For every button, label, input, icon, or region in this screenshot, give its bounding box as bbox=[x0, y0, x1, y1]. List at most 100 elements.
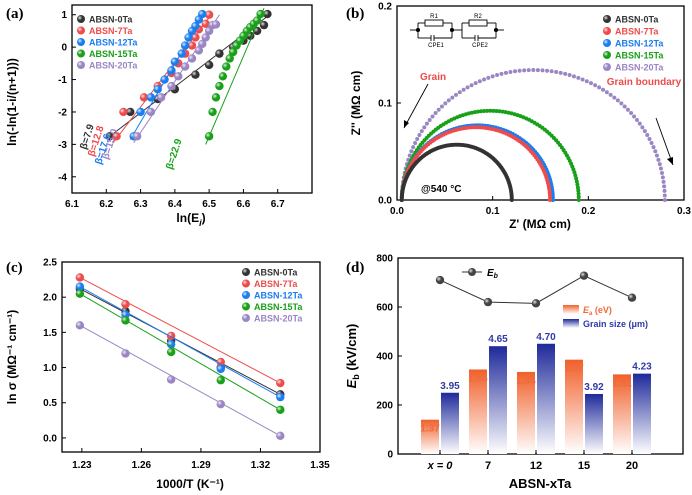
impedance-point-absn-20ta bbox=[634, 117, 639, 122]
x-tick-label-c: 1.35 bbox=[310, 460, 330, 471]
impedance-point-absn-15ta bbox=[576, 194, 581, 199]
y-axis-label-d-unit: (kV/cm) bbox=[344, 324, 359, 375]
x-tick-label-c: 1.23 bbox=[72, 460, 92, 471]
y-tick-label-a: -3 bbox=[58, 140, 67, 151]
annotation-grain: Grain bbox=[420, 72, 446, 83]
panel-d-label: (d) bbox=[346, 260, 364, 276]
grain-size-value-label: 3.92 bbox=[584, 382, 604, 393]
impedance-point-absn-12ta bbox=[550, 198, 555, 202]
ea-bar bbox=[565, 359, 583, 454]
impedance-point-absn-20ta bbox=[433, 111, 438, 116]
data-point-absn-7ta-shine bbox=[191, 33, 200, 42]
data-point-absn-7ta-shine bbox=[216, 357, 225, 367]
legend-marker-absn-7ta-shine bbox=[242, 279, 250, 288]
y-tick-label-c: 0.5 bbox=[43, 398, 57, 409]
grain-size-bar bbox=[585, 393, 603, 454]
circuit-label-r1: R1 bbox=[430, 14, 438, 20]
eb-point-shine bbox=[435, 275, 445, 285]
ea-value-label: 1.81 bbox=[612, 378, 632, 389]
impedance-point-absn-20ta bbox=[640, 125, 645, 130]
plot-frame-a bbox=[71, 4, 313, 194]
x-axis-label-a: ln(Ei) bbox=[176, 211, 205, 228]
impedance-point-absn-20ta bbox=[540, 68, 545, 73]
impedance-point-absn-20ta bbox=[593, 83, 598, 88]
y-axis-label-a: ln(-ln(1-i/(n+1))) bbox=[5, 58, 19, 146]
circuit-label-r2: R2 bbox=[474, 14, 482, 20]
data-point-absn-15ta-shine bbox=[228, 47, 238, 57]
data-point-absn-0ta-shine bbox=[263, 9, 272, 19]
grain-size-bar bbox=[537, 343, 555, 454]
data-point-absn-0ta-shine bbox=[204, 60, 214, 70]
data-point-absn-7ta-shine bbox=[276, 378, 285, 388]
impedance-point-absn-15ta bbox=[573, 173, 578, 178]
y-tick-label-d: 0 bbox=[387, 450, 393, 461]
impedance-point-absn-20ta bbox=[503, 70, 508, 75]
data-point-absn-7ta-shine bbox=[201, 19, 210, 28]
grain-size-value-label: 3.95 bbox=[440, 381, 460, 392]
x-tick-label-a: 6.4 bbox=[168, 199, 182, 210]
x-tick-label-c: 1.26 bbox=[132, 460, 152, 471]
legend-grain-swatch bbox=[563, 319, 579, 328]
data-point-absn-0ta-shine bbox=[215, 49, 224, 58]
data-point-absn-12ta-shine bbox=[75, 282, 85, 291]
legend-label-absn-15ta: ABSN-15Ta bbox=[89, 49, 138, 59]
data-point-absn-20ta-shine bbox=[132, 132, 142, 141]
impedance-point-absn-20ta bbox=[409, 149, 414, 154]
y-tick-label-a: -1 bbox=[58, 75, 67, 86]
plot-area-a: 6.1 6.2 6.3 6.4 6.5 6.6 6.7-4-3-2-101β=7.9β=12… bbox=[58, 8, 285, 210]
impedance-point-absn-20ta bbox=[662, 184, 667, 189]
data-point-absn-12ta-shine bbox=[146, 93, 156, 102]
data-point-absn-12ta-shine bbox=[153, 85, 162, 94]
grain-size-value-label: 4.23 bbox=[632, 362, 652, 373]
grain-size-bar bbox=[441, 392, 459, 454]
impedance-point-absn-20ta bbox=[427, 117, 432, 122]
grain-size-value-label: 4.70 bbox=[536, 332, 556, 343]
impedance-point-absn-20ta bbox=[629, 111, 634, 116]
y-axis-label-d-sub: b bbox=[351, 374, 361, 380]
x-tick-label-b: 0.0 bbox=[390, 206, 404, 217]
impedance-point-absn-20ta bbox=[662, 188, 667, 193]
impedance-point-absn-20ta bbox=[625, 107, 630, 112]
data-point-absn-15ta-shine bbox=[75, 289, 85, 298]
impedance-point-absn-20ta bbox=[413, 141, 418, 146]
impedance-point-absn-20ta bbox=[615, 98, 620, 103]
impedance-point-absn-20ta bbox=[549, 69, 554, 74]
legend-label-absn-0ta: ABSN-0Ta bbox=[615, 15, 659, 25]
legend-label-absn-20ta: ABSN-20Ta bbox=[615, 63, 664, 73]
impedance-point-absn-20ta bbox=[584, 79, 589, 84]
impedance-point-absn-20ta bbox=[619, 101, 624, 106]
legend-label-absn-12ta: ABSN-12Ta bbox=[254, 291, 303, 301]
data-point-absn-20ta-shine bbox=[187, 54, 197, 63]
impedance-point-absn-20ta bbox=[637, 121, 642, 126]
data-point-absn-12ta-shine bbox=[136, 107, 145, 117]
impedance-point-absn-20ta bbox=[473, 81, 478, 86]
fit-line-absn-15ta bbox=[79, 293, 281, 411]
impedance-point-absn-20ta bbox=[415, 136, 420, 141]
y-tick-label-a: -4 bbox=[58, 172, 67, 183]
data-point-absn-20ta-shine bbox=[75, 321, 85, 330]
impedance-point-absn-20ta bbox=[647, 136, 652, 141]
impedance-point-absn-15ta bbox=[482, 108, 487, 113]
plot-area-b: 0.0 0.1 0.2 0.3 0.0 0.1 0.2 ABSN-0Ta ABSN-7Ta ABS… bbox=[378, 2, 691, 218]
x-tick-label-d: 7 bbox=[485, 460, 491, 472]
impedance-point-absn-20ta bbox=[417, 133, 422, 138]
legend-eb-marker-shine bbox=[468, 268, 476, 276]
impedance-point-absn-20ta bbox=[657, 162, 662, 167]
impedance-point-absn-20ta bbox=[661, 179, 666, 184]
panel-a: (a) 6.1 6.2 6.3 6.4 6.5 6.6 6.7-4-3-2-101β=7.9… bbox=[5, 4, 313, 228]
impedance-point-absn-20ta bbox=[499, 71, 504, 76]
impedance-point-absn-15ta bbox=[574, 176, 579, 181]
impedance-point-absn-15ta bbox=[576, 191, 581, 196]
y-tick-label-c: 1.0 bbox=[43, 363, 57, 374]
y-axis-label-c: ln σ (MΩ⁻¹ cm⁻¹) bbox=[5, 310, 19, 405]
y-tick-label-b: 0.1 bbox=[378, 99, 392, 110]
data-point-absn-12ta-shine bbox=[216, 364, 225, 374]
x-tick-label-b: 0.3 bbox=[677, 206, 691, 217]
legend-ea-swatch bbox=[563, 305, 579, 314]
ea-value-label: 1.37 bbox=[420, 424, 440, 435]
impedance-point-absn-20ta bbox=[446, 98, 451, 103]
data-point-absn-20ta-shine bbox=[121, 349, 130, 358]
data-point-absn-0ta-shine bbox=[191, 70, 200, 79]
data-point-absn-0ta-shine bbox=[105, 132, 114, 141]
